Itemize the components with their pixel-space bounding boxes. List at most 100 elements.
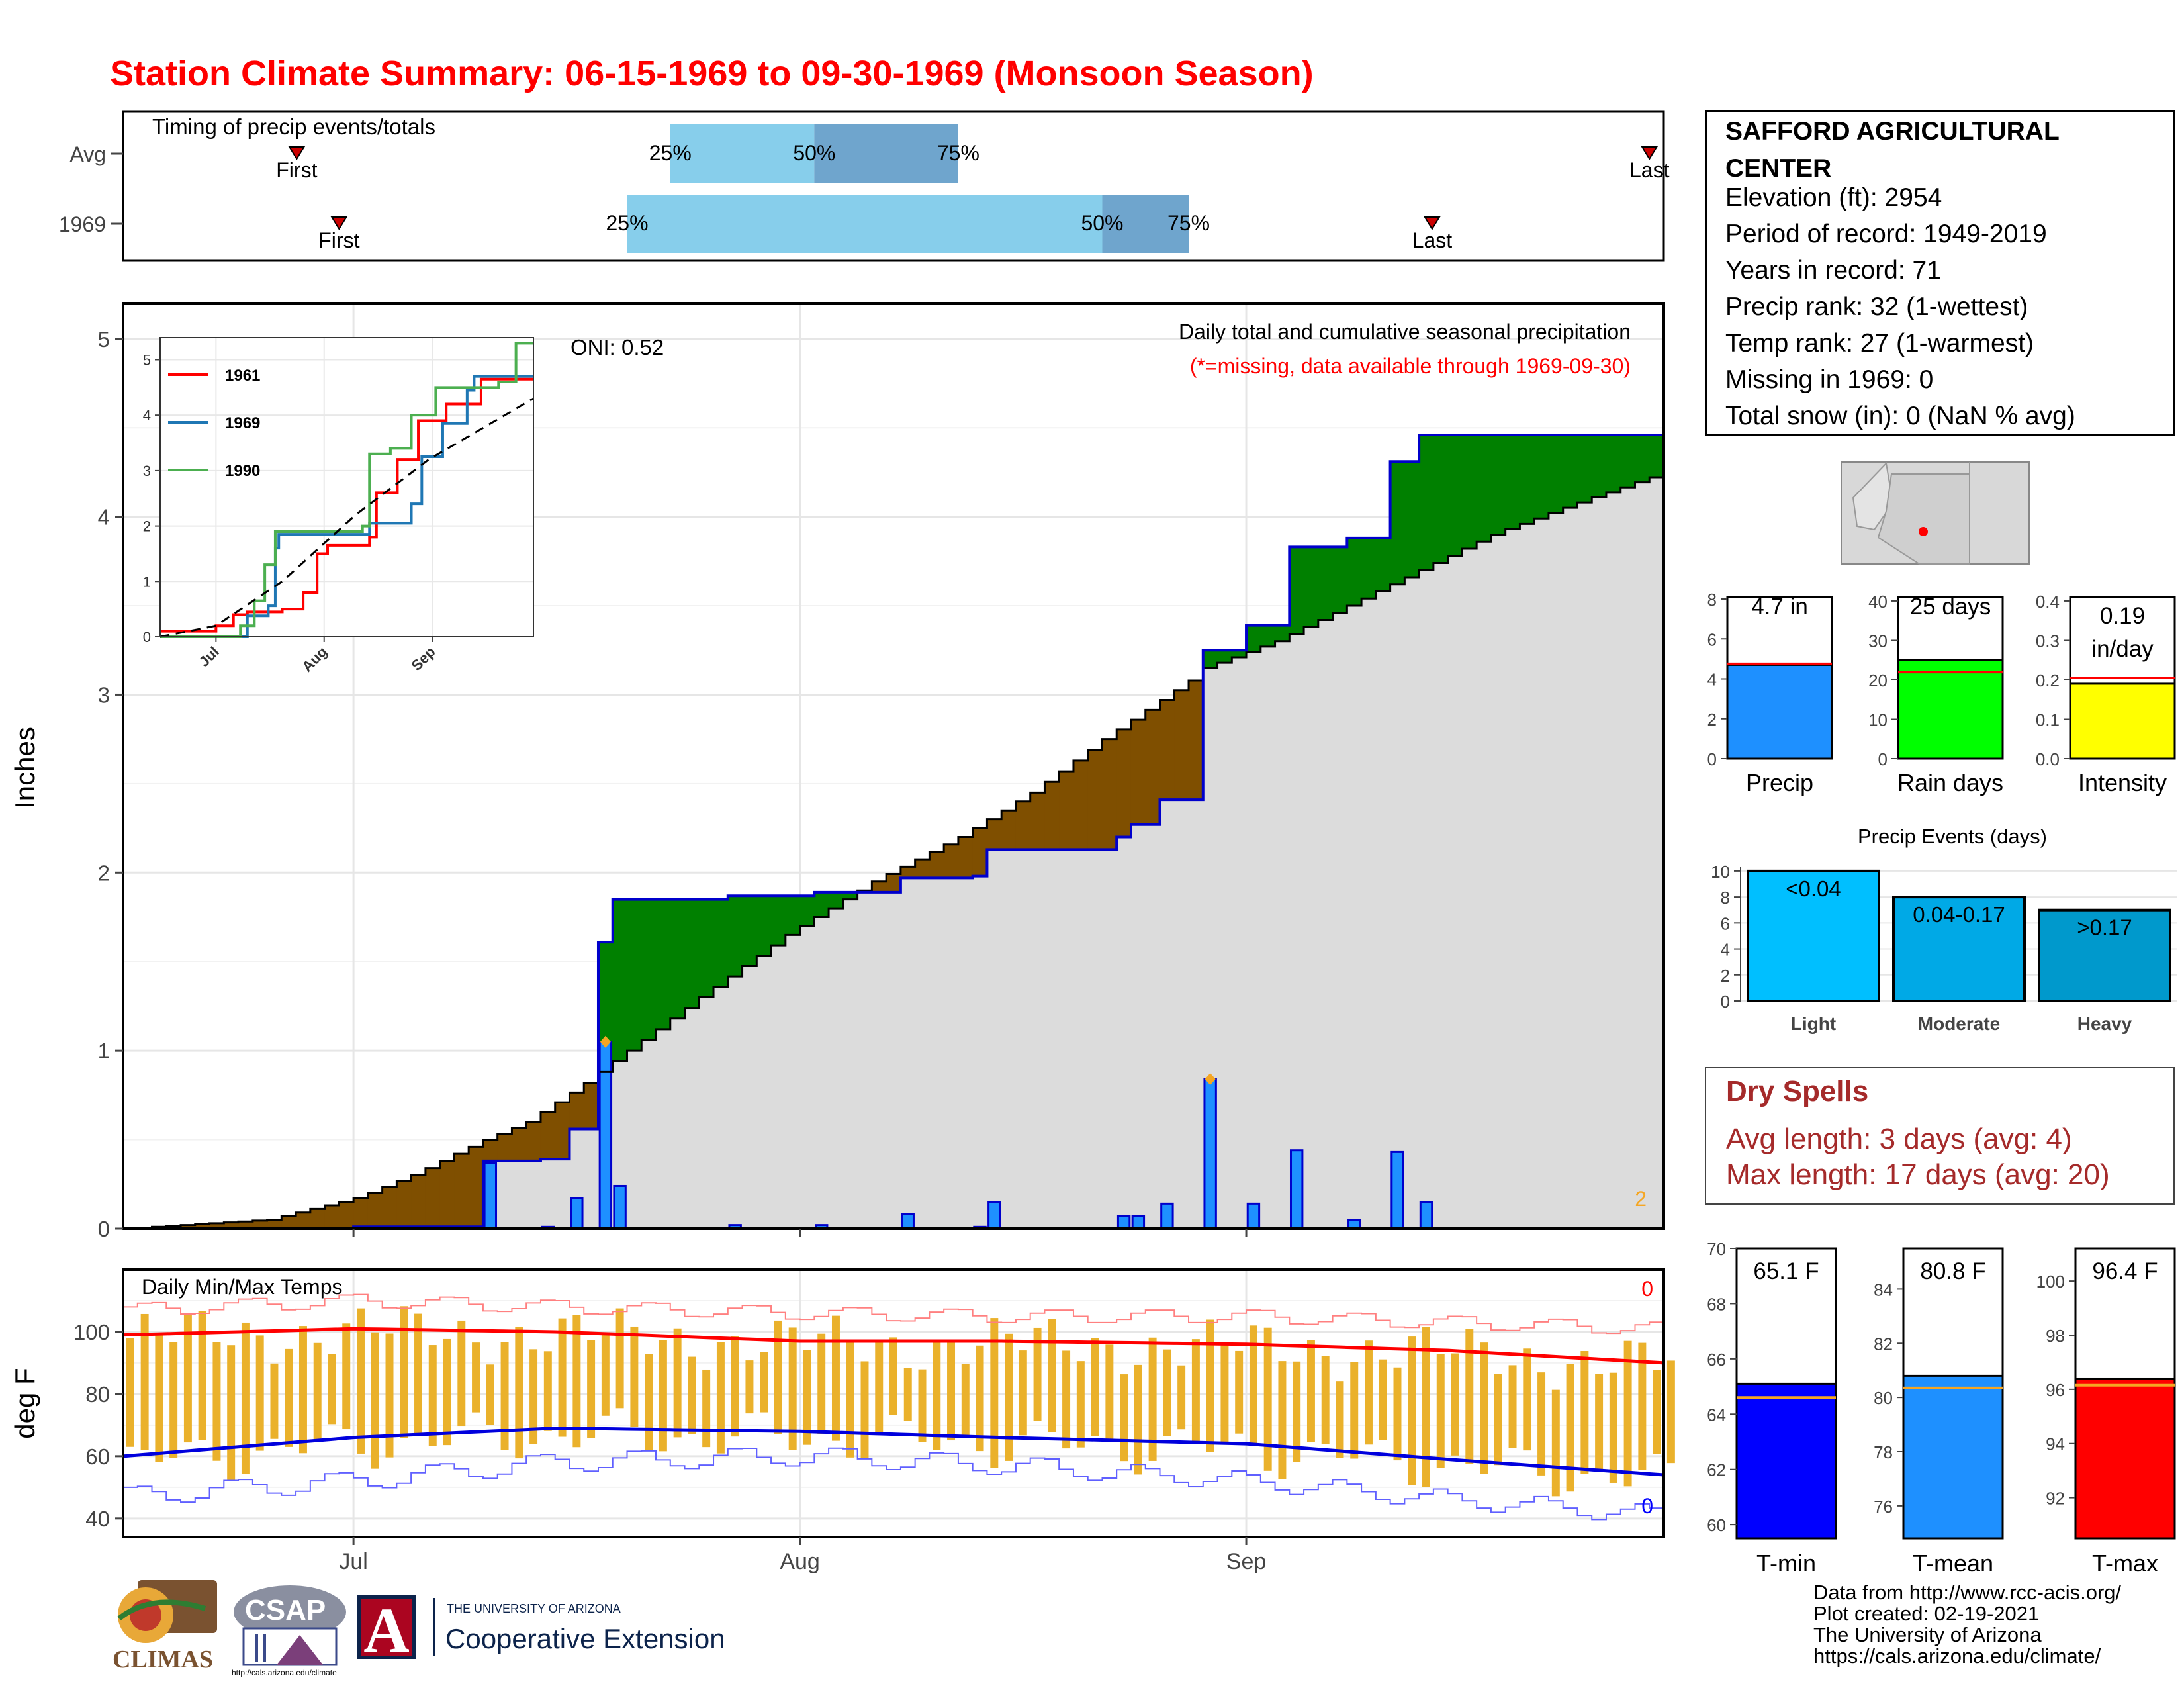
mini-bar-y-tick-label: 64: [1707, 1405, 1726, 1425]
timing-panel: Timing of precip events/totals Avg 25% 50% 7…: [59, 110, 1670, 262]
events-y-tick-label: 8: [1721, 888, 1730, 908]
mini-bar-y-tick-label: 60: [1707, 1515, 1726, 1535]
station-detail-line: Elevation (ft): 2954: [1725, 183, 1942, 212]
mini-bar-category-label: T-mean: [1913, 1550, 1993, 1577]
event-bar: [1747, 869, 1880, 1003]
mini-bar-y-tick-label: 78: [1874, 1442, 1893, 1462]
mini-bar: [1902, 1374, 2004, 1540]
station-detail-line: Temp rank: 27 (1-warmest): [1725, 329, 2034, 357]
ua-divider: [433, 1598, 435, 1656]
mini-bar-y-tick-label: 0.2: [2036, 671, 2060, 690]
mini-bar-y-tick-label: 40: [1868, 592, 1888, 612]
ua-line2: Cooperative Extension: [445, 1623, 725, 1654]
mini-bar-y-tick-label: 82: [1874, 1334, 1893, 1354]
mini-bar-y-tick-label: 10: [1868, 710, 1888, 729]
tmax-value-label: 96.4 F: [2092, 1258, 2158, 1284]
mini-bar-y-tick-label: 100: [2036, 1272, 2065, 1291]
event-category-label: Light: [1791, 1013, 1836, 1034]
mini-bar-y-tick-label: 92: [2046, 1489, 2065, 1509]
event-category-label: Moderate: [1918, 1013, 2000, 1034]
event-bar-label: 0.04-0.17: [1913, 902, 2005, 927]
timing-bar-q1: [627, 195, 1103, 253]
event-bar: [2038, 908, 2171, 1003]
station-detail-line: Total snow (in): 0 (NaN % avg): [1725, 402, 2075, 430]
mini-bar-y-tick-label: 20: [1868, 671, 1888, 690]
timing-last-marker: [1641, 146, 1659, 160]
event-bar-label: >0.17: [2077, 915, 2132, 940]
station-location-marker: [1919, 527, 1928, 536]
mini-bar-y-tick-label: 62: [1707, 1460, 1726, 1480]
mini-bar-category-label: T-min: [1756, 1550, 1816, 1577]
dry-spells-box: Dry Spells Avg length: 3 days (avg: 4) M…: [1705, 1067, 2175, 1205]
mini-bar-y-tick-label: 0: [1707, 749, 1717, 769]
climas-logo: CLIMAS: [106, 1579, 218, 1678]
timing-last-marker: [1424, 216, 1441, 230]
mini-bar-y-tick-label: 8: [1707, 590, 1717, 610]
mini-bar-category-label: Rain days: [1897, 769, 2003, 796]
event-bar: [1892, 896, 2026, 1003]
intensity-unit-label: in/day: [2091, 636, 2154, 662]
footer-line: Plot created: 02-19-2021: [1813, 1602, 2040, 1625]
mini-bar-y-tick-label: 68: [1707, 1294, 1726, 1314]
timing-row-label: 1969: [59, 212, 106, 236]
mini-bar: [1897, 659, 2004, 760]
mini-bar-y-tick-label: 70: [1707, 1239, 1726, 1259]
station-detail-line: Missing in 1969: 0: [1725, 365, 1934, 394]
timing-bar-q2: [814, 124, 958, 183]
events-y-tick-label: 4: [1721, 940, 1730, 960]
station-detail-line: Years in record: 71: [1725, 256, 1941, 285]
events-title: Precip Events (days): [1858, 825, 2047, 848]
footer-line: Data from http://www.rcc-acis.org/: [1813, 1581, 2122, 1604]
mini-bar: [2074, 1377, 2176, 1540]
ua-line1: THE UNIVERSITY OF ARIZONA: [447, 1602, 621, 1615]
mini-bar-category-label: Precip: [1746, 769, 1813, 796]
timing-bar-q1: [670, 124, 815, 183]
timing-last-label: Last: [1412, 228, 1453, 252]
event-category-label: Heavy: [2077, 1013, 2132, 1034]
mini-bar-y-tick-label: 84: [1874, 1280, 1893, 1299]
csap-wordmark: CSAP: [245, 1594, 326, 1626]
mini-bar: [1735, 1382, 1837, 1540]
dry-spells-avg: Avg length: 3 days (avg: 4): [1726, 1123, 2072, 1155]
timing-title: Timing of precip events/totals: [152, 115, 435, 139]
rain-days-label: 25 days: [1910, 594, 1991, 620]
station-name: SAFFORD AGRICULTURAL CENTER: [1725, 117, 2060, 183]
mini-bar-y-tick-label: 0.4: [2036, 592, 2060, 612]
timing-p75-label: 75%: [937, 141, 979, 165]
timing-row-label: Avg: [69, 142, 106, 166]
page-title: Station Climate Summary: 06-15-1969 to 0…: [110, 54, 1314, 93]
events-y-tick-label: 2: [1721, 966, 1730, 986]
timing-p50-label: 50%: [793, 141, 835, 165]
climas-wordmark: CLIMAS: [113, 1646, 214, 1673]
mini-bar: [2069, 682, 2176, 760]
mini-bar: [1726, 663, 1833, 760]
csap-url: http://cals.arizona.edu/climate: [232, 1668, 337, 1677]
mini-bar-y-tick-label: 66: [1707, 1350, 1726, 1370]
timing-p25-label: 25%: [649, 141, 692, 165]
tmean-value-label: 80.8 F: [1920, 1258, 1985, 1284]
dry-spells-title: Dry Spells: [1726, 1075, 1869, 1107]
precip-total-label: 4.7 in: [1751, 594, 1808, 620]
mini-bar-y-tick-label: 0.0: [2036, 749, 2060, 769]
station-detail-line: Period of record: 1949-2019: [1725, 220, 2047, 248]
mini-bar-y-tick-label: 96: [2046, 1380, 2065, 1400]
footer-line: https://cals.arizona.edu/climate/: [1813, 1644, 2101, 1667]
events-y-tick-label: 0: [1721, 992, 1730, 1011]
tmin-value-label: 65.1 F: [1753, 1258, 1819, 1284]
mini-bar-y-tick-label: 76: [1874, 1497, 1893, 1517]
mini-bar-y-tick-label: 2: [1707, 710, 1717, 729]
timing-first-label: First: [318, 228, 359, 252]
events-y-tick-label: 10: [1711, 862, 1730, 882]
climas-emblem: [117, 1580, 217, 1643]
dry-spells-max: Max length: 17 days (avg: 20): [1726, 1158, 2110, 1191]
mini-bar-category-label: T-max: [2092, 1550, 2158, 1577]
station-info-box: SAFFORD AGRICULTURAL CENTER Elevation (f…: [1705, 110, 2175, 436]
timing-first-label: First: [276, 158, 317, 182]
station-detail-line: Precip rank: 32 (1-wettest): [1725, 293, 2028, 321]
csap-logo: CSAP http://cals.arizona.edu/climate: [230, 1582, 349, 1681]
timing-p25-label: 25%: [606, 211, 648, 235]
map-region: [1852, 461, 1894, 531]
mini-bar-y-tick-label: 30: [1868, 631, 1888, 651]
